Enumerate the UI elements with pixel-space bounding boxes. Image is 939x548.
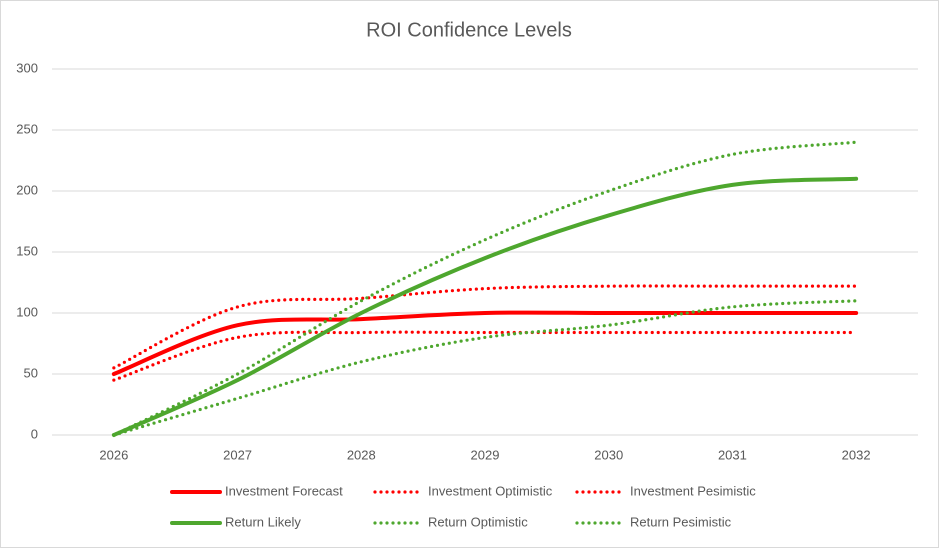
y-tick-label: 300 bbox=[16, 60, 38, 75]
y-tick-label: 200 bbox=[16, 182, 38, 197]
series-line bbox=[112, 299, 858, 437]
legend-label: Return Likely bbox=[225, 514, 301, 529]
series-line bbox=[112, 284, 858, 370]
x-tick-label: 2030 bbox=[594, 447, 623, 462]
legend-label: Investment Forecast bbox=[225, 483, 343, 498]
y-tick-label: 150 bbox=[16, 243, 38, 258]
x-tick-label: 2028 bbox=[347, 447, 376, 462]
x-tick-label: 2032 bbox=[842, 447, 871, 462]
y-tick-label: 250 bbox=[16, 121, 38, 136]
legend-label: Return Pesimistic bbox=[630, 514, 732, 529]
y-tick-label: 0 bbox=[31, 426, 38, 441]
y-tick-label: 100 bbox=[16, 304, 38, 319]
legend-label: Return Optimistic bbox=[428, 514, 528, 529]
x-tick-label: 2031 bbox=[718, 447, 747, 462]
legend-label: Investment Optimistic bbox=[428, 483, 553, 498]
x-tick-label: 2026 bbox=[99, 447, 128, 462]
series-line bbox=[112, 330, 858, 382]
legend-label: Investment Pesimistic bbox=[630, 483, 756, 498]
chart-title: ROI Confidence Levels bbox=[366, 19, 572, 41]
y-tick-label: 50 bbox=[24, 365, 38, 380]
series-line bbox=[112, 140, 858, 437]
series-line bbox=[111, 176, 859, 437]
x-tick-label: 2029 bbox=[471, 447, 500, 462]
series-line bbox=[111, 310, 859, 376]
x-tick-label: 2027 bbox=[223, 447, 252, 462]
